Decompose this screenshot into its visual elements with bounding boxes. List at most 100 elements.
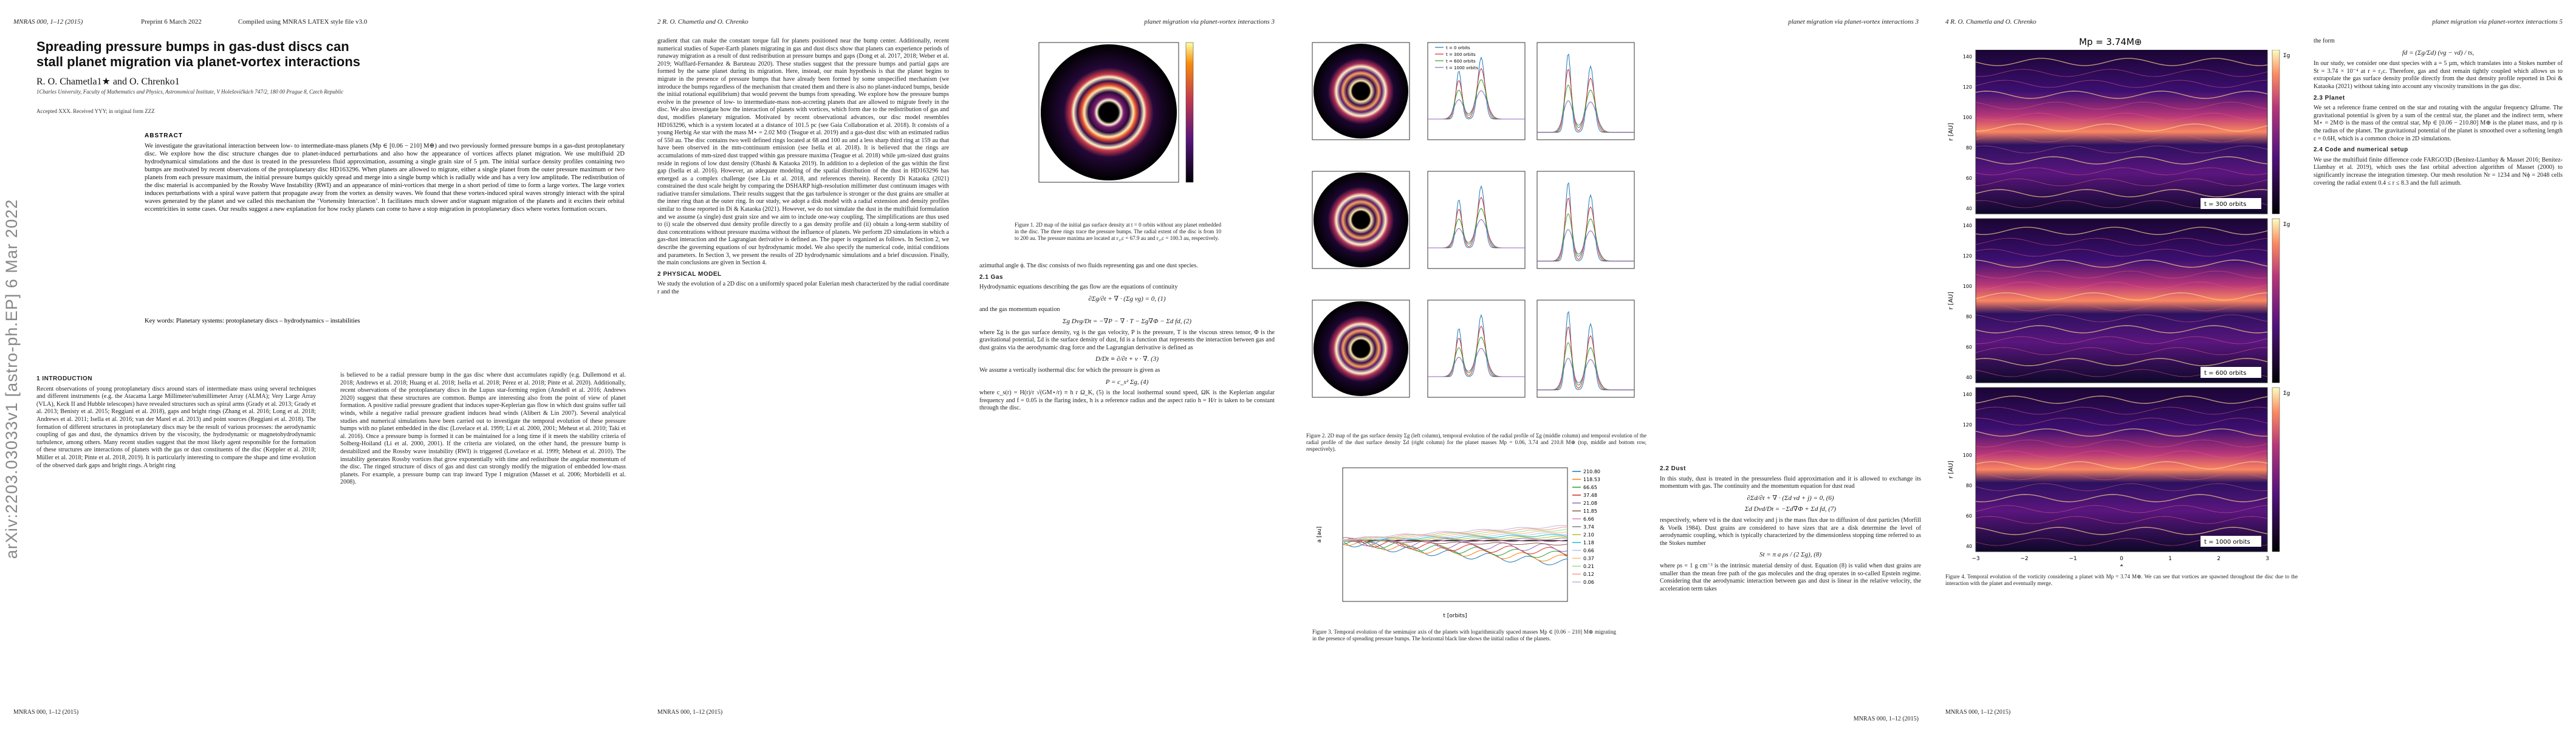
running-header: 4 R. O. Chametla and O. Chrenko planet m… <box>1945 18 2563 28</box>
figure-2-legend-label: t = 300 orbits <box>1446 52 1476 57</box>
planet-text: We set a reference frame centred on the … <box>2314 104 2563 142</box>
figure-2-legend-label: t = 0 orbits <box>1446 46 1470 50</box>
equation-2: Σg Dvg/Dt = −∇P − ∇ · T − Σg∇Φ − Σd fd, … <box>1062 317 1192 325</box>
figure-2-profile-line <box>1537 229 1634 262</box>
page-footer: MNRAS 000, 1–12 (2015) <box>13 709 631 716</box>
figure-4-caption: Figure 4. Temporal evolution of the vort… <box>1945 573 2298 586</box>
figure-4-time-label: t = 1000 orbits <box>2204 539 2250 546</box>
running-head-left: 2 R. O. Chametla and O. Chrenko <box>657 18 748 26</box>
figure-4: Mp = 3.74M⊕ t = 300 orbits Σg 140 120 100 80 6… <box>1945 36 2304 571</box>
running-head-left: 4 R. O. Chametla and O. Chrenko <box>1945 18 2036 26</box>
intro-column-left: 1 INTRODUCTION Recent observations of yo… <box>36 372 316 688</box>
figure-4-colorbar <box>2272 50 2280 214</box>
figure-2-disc-map <box>1314 44 1408 139</box>
running-header: 2 R. O. Chametla and O. Chrenko planet m… <box>657 18 1275 28</box>
figure-4-colorbar <box>2272 387 2280 552</box>
figure-4-y-tick: 60 <box>1966 344 1972 350</box>
figure-4-label-box <box>2201 536 2261 547</box>
page-footer: MNRAS 000, 1–12 (2015) <box>1945 709 2563 716</box>
figure-3-legend-label: 11.85 <box>1583 508 1597 514</box>
figure-4-label-box <box>2201 198 2261 209</box>
figure-4-spiral-wave <box>1975 483 2268 491</box>
page2-text-a: gradient that can make the constant torq… <box>657 38 949 267</box>
figure-4-colorbar-label: Σg <box>2283 53 2290 59</box>
figure-3-legend-label: 210.80 <box>1583 469 1600 474</box>
figure-4-y-tick: 60 <box>1966 513 1972 519</box>
figure-4-y-tick: 140 <box>1963 392 1972 397</box>
figure-3-legend-label: 0.37 <box>1583 556 1594 561</box>
figure-2-disc-map <box>1314 173 1408 267</box>
figure-4-spiral-wave <box>1975 259 2268 268</box>
equation-9: fd = (Σg/Σd) (vg − vd) / ts, <box>2402 49 2475 56</box>
affiliation: 1Charles University, Faculty of Mathemat… <box>36 89 344 95</box>
accepted-note: Accepted XXX. Received YYY; in original … <box>36 108 155 114</box>
figure-4-spiral-wave <box>1975 238 2268 246</box>
page2-text-a2: We study the evolution of a 2D disc on a… <box>657 281 949 295</box>
figure-4-spiral-wave <box>1975 325 2268 334</box>
equation-7: Σd Dvd/Dt = −Σd∇Φ + Σd fd, (7) <box>1744 505 1837 513</box>
page-4: 4 R. O. Chametla and O. Chrenko planet m… <box>1932 0 2576 729</box>
figure-2-caption: Figure 2. 2D map of the gas surface dens… <box>1306 433 1646 452</box>
figure-2-profile-frame <box>1536 171 1635 269</box>
figure-2-profile-frame <box>1536 299 1635 398</box>
figure-3-legend-label: 3.74 <box>1583 524 1594 530</box>
figure-3-track <box>1342 532 1568 541</box>
running-header: planet migration via planet-vortex inter… <box>1301 18 1919 28</box>
figure-2: t = 0 orbits t = 300 orbits t = 600 orbits… <box>1306 36 1646 425</box>
figure-4-spiral-wave <box>1975 527 2268 535</box>
dust-text-3: where ρs = 1 g cm⁻³ is the intrinsic mat… <box>1660 562 1921 592</box>
page4-right-column: the form fd = (Σg/Σd) (vg − vd) / ts, In… <box>2314 38 2563 700</box>
section-2-heading: 2 PHYSICAL MODEL <box>657 270 722 278</box>
figure-3-track <box>1342 538 1568 556</box>
running-header: MNRAS 000, 1–12 (2015) Preprint 6 March … <box>13 18 631 28</box>
intro-column-right: is believed to be a radial pressure bump… <box>340 372 626 688</box>
figure-4-colorbar <box>2272 218 2280 383</box>
figure-1-caption: Figure 1. 2D map of the initial gas surf… <box>1015 222 1221 241</box>
figure-2-profile-line <box>1428 90 1525 120</box>
figure-4-spiral-wave <box>1975 112 2268 121</box>
figure-4-y-tick: 80 <box>1966 314 1972 320</box>
figure-3-y-label: a [au] <box>1317 527 1323 543</box>
figure-2-panels: t = 0 orbits t = 300 orbits t = 600 orbits… <box>1312 42 1635 398</box>
figure-4-y-tick: 40 <box>1966 544 1972 549</box>
compile-note: Compiled using MNRAS LATEX style file v3… <box>238 18 368 26</box>
figure-2-legend-label: t = 1000 orbits <box>1446 66 1478 70</box>
figure-3-caption: Figure 3. Temporal evolution of the semi… <box>1312 629 1616 642</box>
figure-4-y-tick: 120 <box>1963 422 1972 428</box>
figure-4-spiral-wave <box>1975 292 2268 301</box>
equation-6: ∂Σd/∂t + ∇ · (Σd vd + j) = 0, (6) <box>1747 494 1834 502</box>
figure-3-track <box>1342 539 1568 558</box>
footer-journal: MNRAS 000, 1–12 (2015) <box>657 709 723 716</box>
figure-4-spiral-wave <box>1975 91 2268 99</box>
page2-left-column: gradient that can make the constant torq… <box>657 38 949 706</box>
equation-8: St = π a ρs / (2 Σg), (8) <box>1759 551 1822 559</box>
journal-ref: MNRAS 000, 1–12 (2015) <box>13 18 83 26</box>
figure-4-spiral-wave <box>1975 428 2267 437</box>
figure-4-spiral-wave <box>1975 281 2268 290</box>
figure-4-spiral-wave <box>1975 505 2268 513</box>
figure-4-y-tick: 100 <box>1963 284 1972 289</box>
figure-4-x-tick: 1 <box>2168 556 2172 562</box>
gas-text-1: Hydrodynamic equations describing the ga… <box>979 284 1178 291</box>
figure-3-legend-label: 66.65 <box>1583 485 1597 490</box>
footer-journal: MNRAS 000, 1–12 (2015) <box>13 709 79 716</box>
intro-heading: 1 INTRODUCTION <box>36 375 92 382</box>
figure-3-legend-label: 1.18 <box>1583 540 1594 546</box>
figure-4-y-tick: 80 <box>1966 483 1972 488</box>
figure-2-profile-line <box>1428 347 1525 377</box>
figure-3-track <box>1342 539 1568 542</box>
preprint-date: Preprint 6 March 2022 <box>141 18 202 26</box>
figure-3-x-label: t [orbits] <box>1443 613 1467 619</box>
figure-4-x-tick: 0 <box>2120 556 2123 562</box>
running-head-right: planet migration via planet-vortex inter… <box>1144 18 1275 26</box>
figure-3-track <box>1342 525 1568 542</box>
figure-2-profile-line <box>1428 219 1525 248</box>
gas-text-3: where Σg is the gas surface density, vg … <box>979 329 1275 351</box>
paper-authors: R. O. Chametla1★ and O. Chrenko1 <box>36 77 180 87</box>
figure-3-track <box>1342 540 1568 566</box>
figure-4-spiral-wave <box>1975 516 2268 524</box>
figure-4-x-tick: 3 <box>2266 556 2269 562</box>
figure-4-colorbar-label: Σg <box>2283 222 2290 228</box>
figure-4-y-tick: 140 <box>1963 54 1972 60</box>
